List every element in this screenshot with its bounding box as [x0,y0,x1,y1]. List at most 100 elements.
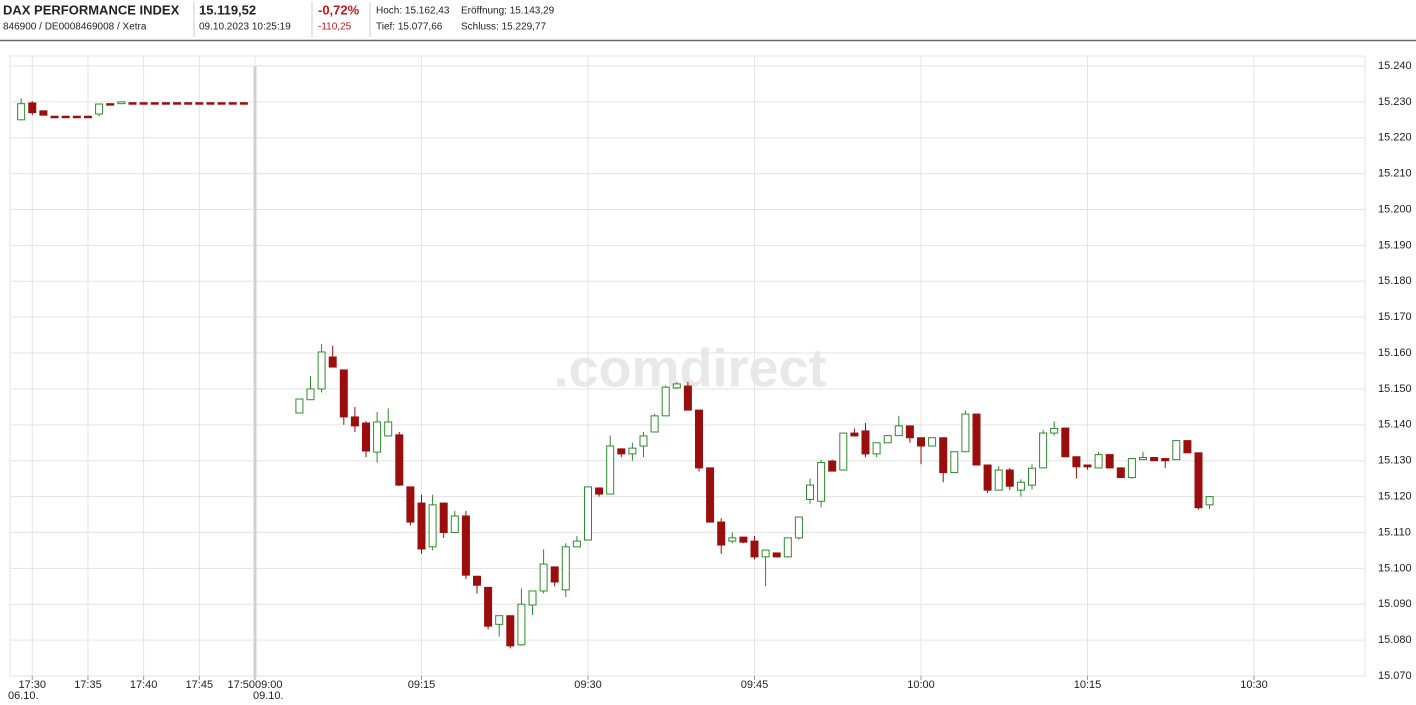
y-tick-label: 15.120 [1378,490,1412,502]
x-tick-label: 17:40 [130,679,158,691]
candle-body-up [794,516,803,539]
candle-body-down [161,102,170,105]
candle-body-down [139,102,148,105]
candle-body-down [683,385,692,411]
candle-body-down [972,413,981,466]
candle-body-up [928,437,937,447]
candle-body-up [1016,481,1025,491]
y-tick-label: 15.070 [1378,670,1412,682]
candle-body-up [672,383,681,389]
candle-body-down [550,566,559,583]
candle-body-up [95,103,104,115]
y-tick-label: 15.170 [1378,311,1412,323]
candle-body-down [228,102,237,105]
candle-body-down [417,502,426,550]
candle-body-up [495,615,504,625]
candle-body-down [473,575,481,586]
open-price: Eröffnung: 15.143,29 [461,6,555,17]
candle-body-up [783,537,792,558]
candle-body-up [883,435,892,444]
candle-body-down [917,437,925,447]
candle-body-up [1028,467,1036,486]
candle-body-up [572,540,581,548]
x-tick-label: 10:15 [1074,679,1102,691]
candle-body-down [1116,467,1125,479]
day-low: Tief: 15.077,66 [376,22,443,33]
x-tick-label: 09:15 [408,679,436,691]
candle-body-up [117,101,126,105]
candle-body-up [517,603,526,646]
timestamp: 09.10.2023 10:25:19 [199,22,291,33]
candle-body-up [761,549,770,558]
candle-body-down [461,515,470,576]
candle-body-up [373,421,382,453]
candle-body-down [106,103,115,106]
y-tick-label: 15.220 [1378,132,1412,144]
x-tick-label: 09:00 [255,679,283,691]
candle-body-down [506,615,515,647]
candle-body-up [561,546,570,591]
candle-body-down [439,502,448,533]
candle-body-up [1139,456,1147,461]
candle-body-down [850,432,859,437]
candle-body-down [750,540,759,558]
candle-body-up [539,563,548,592]
candle-body-down [83,115,92,119]
change-abs: -110,25 [318,22,352,33]
instrument-name: DAX PERFORMANCE INDEX [3,2,180,17]
y-tick-label: 15.240 [1378,60,1412,72]
candle-body-down [1061,427,1070,458]
candle-body-down [61,115,70,119]
candle-body-down [1072,456,1081,468]
candle-body-up [528,590,537,606]
candle-body-down [1083,464,1092,468]
candle-body-down [39,110,48,116]
candle-body-down [617,448,626,455]
candle-body-down [1194,452,1203,509]
date-label: 06.10. [8,690,39,702]
candle-body-up [1039,432,1048,469]
x-tick-label: 10:00 [907,679,935,691]
candle-body-up [817,462,826,502]
x-tick-label: 17:35 [74,679,102,691]
y-tick-label: 15.130 [1378,455,1412,467]
candle-body-up [384,421,393,437]
candle-body-up [450,515,459,533]
candle-body-down [939,437,948,474]
candle-body-up [994,469,1003,491]
plot: 15.070 15.080 15.090 15.100 15.110 15.120 15.1… [8,55,1412,702]
candle-body-down [1005,469,1014,487]
candle-body-up [872,442,881,455]
candle-body-up [728,537,737,542]
candle-body-down [406,486,415,523]
y-tick-label: 15.150 [1378,383,1412,395]
x-tick-label: 17:45 [186,679,214,691]
candle-body-down [184,102,193,105]
candle-body-down [983,464,992,491]
y-tick-label: 15.110 [1378,526,1411,538]
candle-body-down [828,460,837,472]
y-tick-label: 15.210 [1378,168,1412,180]
candle-body-down [362,422,370,452]
y-tick-label: 15.080 [1378,634,1412,646]
candle-body-up [839,432,848,471]
candle-body-up [639,435,648,447]
candle-body-down [706,467,715,523]
candle-body-up [628,447,637,455]
candle-body-down [239,102,248,105]
candle-body-down [217,102,226,105]
candle-body-up [894,425,903,437]
y-tick-label: 15.100 [1378,562,1412,574]
candle-body-down [905,425,914,439]
candle-body-up [295,398,304,414]
session-separator [253,66,257,678]
candle-body-down [861,430,870,455]
candle-body-down [695,409,703,469]
x-tick-label: 09:30 [574,679,602,691]
candle-body-down [1183,440,1192,454]
candle-body-up [317,351,326,390]
